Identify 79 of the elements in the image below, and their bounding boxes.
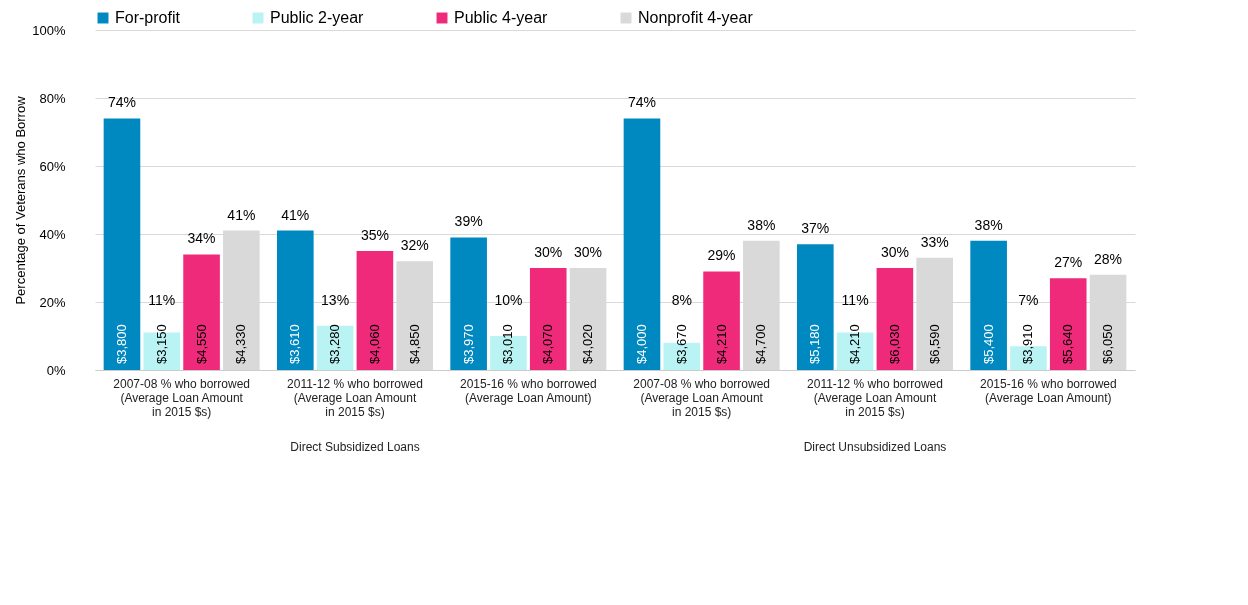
data-label: 41% [227,206,256,223]
annotation: $4,850 [406,324,422,364]
data-label: 11% [148,291,176,308]
data-label: 29% [707,247,736,264]
annotation: $6,030 [886,324,902,364]
data-label: 34% [187,230,216,247]
annotation: $4,020 [580,324,596,364]
annotation: $4,070 [540,324,556,364]
data-label: 7% [1018,291,1039,308]
annotation: $3,010 [500,324,516,364]
text: Direct Unsubsidized Loans [803,440,947,454]
annotation: $3,670 [673,324,689,364]
x-tick-label: 2011-12 % who borrowed (Average Loan Amount in 2015 $s) [287,376,423,419]
legend-label: Public 4-year [454,9,549,26]
legend-label: Public 2-year [270,9,365,26]
y-tick-label: 100% [32,22,66,38]
x-tick-label: 2015-16 % who borrowed (Average Loan Amount) [979,376,1117,405]
y-tick-label: 0% [46,362,66,378]
data-label: 10% [494,291,523,308]
data-label: 33% [920,233,949,250]
data-label: 35% [360,227,389,243]
legend-label: For-profit [115,9,181,26]
y-tick-label: 40% [39,226,66,242]
data-label: 8% [671,291,692,308]
annotation: $6,590 [926,324,942,364]
annotation: $3,280 [327,324,343,364]
annotation: $3,150 [153,324,169,364]
bar [103,118,141,370]
data-label: 74% [627,94,656,111]
annotation: $5,640 [1060,324,1076,364]
y-tick-label: 20% [39,294,66,310]
annotation: $4,210 [713,324,729,364]
data-label: 38% [974,216,1003,233]
data-label: 37% [801,220,830,237]
data-label: 74% [107,94,136,111]
x-tick-label: 2015-16 % who borrowed (Average Loan Amount) [459,376,597,405]
data-label: 30% [574,244,603,260]
x-tick-label: 2011-12 % who borrowed (Average Loan Amount in 2015 $s) [807,376,943,419]
bar [183,254,220,370]
data-label: 39% [454,213,483,230]
annotation: $4,060 [366,324,382,364]
bar [623,118,661,370]
bar [529,268,567,370]
text: Direct Subsidized Loans [290,440,420,454]
y-tick-label: 60% [39,158,66,174]
annotation: $3,910 [1020,324,1036,364]
annotation: $4,210 [847,324,863,364]
x-tick-label: 2007-08 % who borrowed (Average Loan Amount in 2015 $s) [633,376,771,419]
annotation: $6,050 [1100,324,1116,364]
data-label: 27% [1054,254,1083,271]
data-label: 13% [321,291,350,308]
legend-label: Nonprofit 4-year [638,9,754,26]
data-label: 41% [281,206,310,223]
data-label: 11% [841,291,869,308]
bar [876,268,914,370]
y-axis-title: Percentage of Veterans who Borrow [13,95,29,305]
annotation: $3,970 [460,324,476,364]
bar [703,271,740,370]
annotation: $4,330 [233,324,249,364]
x-tick-label: 2007-08 % who borrowed (Average Loan Amount in 2015 $s) [113,376,251,419]
annotation: $3,800 [113,324,129,364]
data-label: 30% [534,244,563,260]
annotation: $5,180 [807,324,823,364]
bar [450,237,487,370]
annotation: $4,550 [193,324,209,364]
annotation: $4,700 [753,324,769,364]
data-label: 28% [1094,250,1123,267]
bar [356,251,394,370]
bar [970,240,1007,370]
data-label: 32% [400,237,429,254]
data-label: 38% [747,216,776,233]
data-label: 30% [880,244,909,260]
annotation: $4,000 [633,324,649,364]
annotation: $3,610 [287,324,303,364]
y-tick-label: 80% [39,90,66,106]
bar [797,244,834,370]
annotation: $5,400 [980,324,996,364]
bar [277,230,314,370]
bar [1049,278,1087,370]
